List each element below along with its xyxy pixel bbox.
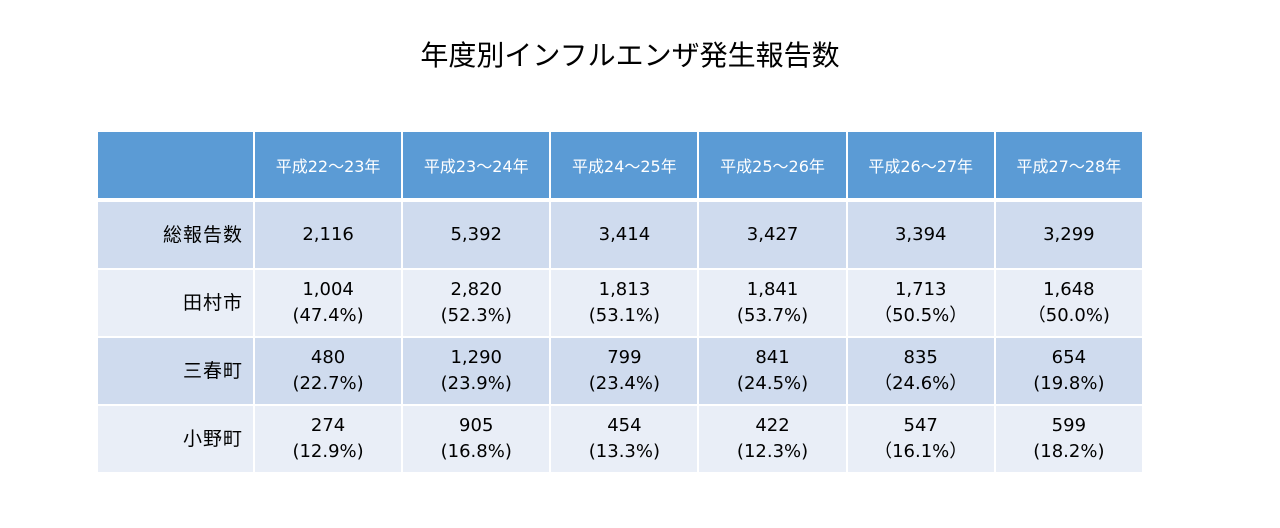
cell-percent: (52.3%) xyxy=(440,305,512,326)
data-cell: 3,394 xyxy=(845,198,996,270)
cell-value: 1,004 xyxy=(302,279,354,300)
row-label: 三春町 xyxy=(96,336,255,406)
cell-percent: (22.7%) xyxy=(292,373,364,394)
cell-percent: (12.3%) xyxy=(736,441,809,462)
data-cell: 454 (13.3%) xyxy=(549,404,700,474)
cell-value: 5,392 xyxy=(450,224,502,245)
cell-value: 3,394 xyxy=(894,224,947,245)
data-cell: 905 (16.8%) xyxy=(401,404,552,474)
data-cell: 3,414 xyxy=(549,198,700,270)
data-cell: 1,813 (53.1%) xyxy=(549,268,700,338)
cell-value: 547 xyxy=(903,415,938,436)
column-header: 平成24～25年 xyxy=(549,130,700,201)
data-cell: 599 (18.2%) xyxy=(993,404,1144,474)
cell-value: 3,427 xyxy=(746,224,799,245)
cell-percent: (12.9%) xyxy=(292,441,364,462)
column-header: 平成22～23年 xyxy=(252,130,404,201)
row-label: 総報告数 xyxy=(96,198,255,270)
cell-percent: (23.9%) xyxy=(440,373,512,394)
row-label: 田村市 xyxy=(96,268,255,338)
row-label: 小野町 xyxy=(96,404,255,474)
cell-value: 3,414 xyxy=(598,224,651,245)
column-header: 平成26～27年 xyxy=(845,130,996,201)
cell-percent: (47.4%) xyxy=(292,305,364,326)
data-cell: 654 (19.8%) xyxy=(993,336,1144,406)
data-cell: 547 （16.1%） xyxy=(845,404,996,474)
data-cell: 3,299 xyxy=(993,198,1144,270)
cell-value: 422 xyxy=(755,415,790,436)
cell-value: 835 xyxy=(903,347,938,368)
cell-value: 454 xyxy=(607,415,642,436)
column-header: 平成23～24年 xyxy=(401,130,552,201)
table-row: 小野町 274 (12.9%) 905 (16.8%) 454 (13.3%) 422… xyxy=(96,404,1144,474)
data-cell: 274 (12.9%) xyxy=(252,404,404,474)
data-cell: 2,820 (52.3%) xyxy=(401,268,552,338)
cell-value: 599 xyxy=(1051,415,1087,436)
data-cell: 1,713 （50.5%） xyxy=(845,268,996,338)
cell-value: 841 xyxy=(755,347,790,368)
cell-value: 1,290 xyxy=(450,347,502,368)
data-cell: 841 (24.5%) xyxy=(697,336,848,406)
cell-percent: （24.6%） xyxy=(874,373,968,394)
cell-percent: (13.3%) xyxy=(588,441,660,462)
cell-value: 2,820 xyxy=(450,279,502,300)
data-cell: 835 （24.6%） xyxy=(845,336,996,406)
data-cell: 1,004 (47.4%) xyxy=(252,268,404,338)
page-title: 年度別インフルエンザ発生報告数 xyxy=(420,39,840,72)
cell-value: 905 xyxy=(459,415,494,436)
cell-percent: （50.5%） xyxy=(874,305,968,326)
table-row: 田村市 1,004 (47.4%) 2,820 (52.3%) 1,813 (53.1… xyxy=(96,268,1144,338)
cell-percent: (53.7%) xyxy=(736,305,809,326)
cell-value: 2,116 xyxy=(302,224,354,245)
data-cell: 1,290 (23.9%) xyxy=(401,336,552,406)
data-cell: 1,648 （50.0%) xyxy=(993,268,1144,338)
cell-percent: （16.1%） xyxy=(874,441,968,462)
data-cell: 799 (23.4%) xyxy=(549,336,700,406)
cell-percent: (53.1%) xyxy=(588,305,660,326)
table-row: 三春町 480 (22.7%) 1,290 (23.9%) 799 (23.4%) 8… xyxy=(96,336,1144,406)
cell-percent: (18.2%) xyxy=(1033,441,1105,462)
data-cell: 480 (22.7%) xyxy=(252,336,404,406)
cell-percent: (24.5%) xyxy=(736,373,809,394)
cell-percent: (23.4%) xyxy=(588,373,660,394)
table-header-row: 平成22～23年 平成23～24年 平成24～25年 平成25～26年 平成26… xyxy=(96,130,1144,201)
cell-value: 480 xyxy=(310,347,346,368)
cell-value: 654 xyxy=(1051,347,1087,368)
data-cell: 422 (12.3%) xyxy=(697,404,848,474)
cell-value: 799 xyxy=(607,347,642,368)
table-row: 総報告数 2,116 5,392 3,414 3,427 3,394 3,299 xyxy=(96,198,1144,270)
cell-percent: （50.0%) xyxy=(1027,305,1110,326)
cell-percent: (19.8%) xyxy=(1033,373,1105,394)
cell-value: 1,713 xyxy=(894,279,947,300)
cell-value: 274 xyxy=(310,415,346,436)
cell-value: 1,841 xyxy=(746,279,799,300)
header-corner-cell xyxy=(96,130,255,201)
influenza-report-table: 平成22～23年 平成23～24年 平成24～25年 平成25～26年 平成26… xyxy=(96,130,1144,474)
cell-percent: (16.8%) xyxy=(440,441,512,462)
cell-value: 3,299 xyxy=(1043,224,1095,245)
cell-value: 1,813 xyxy=(598,279,651,300)
data-cell: 1,841 (53.7%) xyxy=(697,268,848,338)
data-cell: 3,427 xyxy=(697,198,848,270)
data-cell: 5,392 xyxy=(401,198,552,270)
cell-value: 1,648 xyxy=(1043,279,1095,300)
column-header: 平成25～26年 xyxy=(697,130,848,201)
data-cell: 2,116 xyxy=(252,198,404,270)
column-header: 平成27～28年 xyxy=(993,130,1144,201)
